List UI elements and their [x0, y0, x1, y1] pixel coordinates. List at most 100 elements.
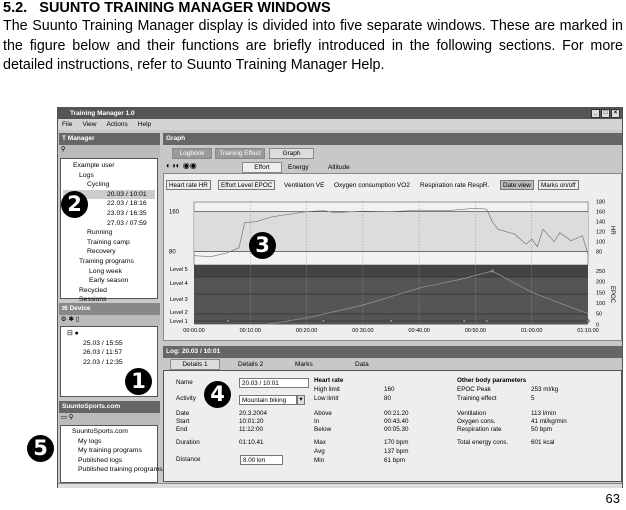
series-ve-button[interactable]: Ventilation VE: [284, 182, 325, 189]
name-input[interactable]: 20.03 / 10:01: [239, 378, 309, 388]
time-tick-label: 00:50.00: [465, 328, 486, 334]
callout-4: 4: [204, 381, 231, 408]
tree-early-season[interactable]: Early season: [89, 277, 129, 285]
menu-view[interactable]: View: [82, 121, 97, 128]
close-button[interactable]: ×: [611, 109, 620, 118]
marks-toggle-button[interactable]: Marks on/off: [538, 180, 579, 190]
min-label: Min: [314, 457, 325, 464]
subtab-altitude[interactable]: Altitude: [328, 164, 350, 171]
log-header: Log: 20.03 / 10:01: [163, 346, 622, 358]
series-respr-button[interactable]: Respiration rate RespR.: [420, 182, 490, 189]
maximize-button[interactable]: □: [601, 109, 610, 118]
tree-logs[interactable]: Logs: [79, 171, 94, 179]
tree-training-programs[interactable]: Training programs: [79, 257, 134, 265]
tree-recycled[interactable]: Recycled: [79, 286, 107, 294]
tree-device-log[interactable]: 25.03 / 15:55: [83, 339, 123, 347]
minimize-button[interactable]: _: [591, 109, 600, 118]
above-label: Above: [314, 410, 332, 417]
tree-device-log[interactable]: 26.03 / 11:57: [83, 349, 123, 357]
tree-device-log[interactable]: 22.03 / 12:35: [83, 358, 123, 366]
oxygen-label: Oxygen cons.: [457, 418, 496, 425]
time-tick-label: 00:00.00: [183, 328, 204, 334]
oxygen-value: 41 ml/kg/min: [531, 418, 567, 425]
menu-file[interactable]: File: [62, 121, 73, 128]
tree-my-training-programs[interactable]: My training programs: [78, 447, 142, 455]
mark-point: [484, 319, 489, 323]
suuntosports-toolbar-icons[interactable]: ▭ ⚲: [59, 413, 160, 425]
epoc-peak-label: EPOC Peak: [457, 386, 491, 393]
training-effect-value: 5: [531, 395, 535, 402]
tree-cycling[interactable]: Cycling: [87, 181, 110, 189]
menu-bar: File View Actions Help: [58, 119, 622, 130]
tab-training-effect[interactable]: Training Effect: [215, 148, 265, 159]
duration-label: Duration: [176, 439, 200, 446]
menu-actions[interactable]: Actions: [106, 121, 128, 128]
ventilation-value: 113 l/min: [531, 410, 557, 417]
end-label: End: [176, 426, 188, 433]
tree-log-item[interactable]: 27.03 / 07:59: [107, 219, 147, 227]
binoculars-icon[interactable]: ⚲: [59, 145, 160, 158]
mark-point: [586, 319, 590, 323]
level-label: Level 2: [170, 310, 188, 316]
time-tick-label: 01:00.00: [521, 328, 542, 334]
tree-suuntosports[interactable]: SuuntoSports.com: [72, 428, 128, 435]
subtab-effort[interactable]: Effort: [242, 162, 282, 173]
distance-input[interactable]: 8.00 km: [240, 455, 283, 465]
time-tick-label: 01:10.00: [577, 328, 598, 334]
tab-details-1[interactable]: Details 1: [170, 359, 220, 370]
tree-running[interactable]: Running: [87, 229, 113, 237]
tree-log-item[interactable]: 20.03 / 10:01: [63, 189, 155, 200]
date-value: 20.3.2004: [239, 410, 268, 417]
intro-paragraph: The Suunto Training Manager display is d…: [3, 18, 623, 73]
mark-point: [389, 319, 393, 323]
energy-label: Total energy cons.: [457, 439, 509, 446]
epoc-tick-label: 100: [596, 301, 605, 307]
tab-data[interactable]: Data: [355, 361, 369, 368]
hr-tick-label: 100: [596, 240, 605, 246]
epoc-tick-label: 150: [596, 290, 605, 296]
date-view-button[interactable]: Date view: [500, 180, 534, 190]
tab-graph[interactable]: Graph: [269, 148, 314, 159]
epoc-line: [194, 270, 589, 325]
menu-help[interactable]: Help: [137, 121, 152, 128]
activity-select[interactable]: Mountain biking: [239, 395, 297, 405]
tree-training-camp[interactable]: Training camp: [87, 238, 130, 246]
below-label: Below: [314, 426, 332, 433]
series-hr-button[interactable]: Heart rate HR: [166, 180, 211, 190]
training-effect-label: Training effect: [457, 395, 497, 402]
epoc-axis-label: EPOC: [609, 286, 615, 304]
series-vo2-button[interactable]: Oxygen consumption VO2: [334, 182, 410, 189]
title-bar: Training Manager 1.0 _ □ ×: [58, 108, 622, 119]
level-label: Level 5: [170, 267, 188, 273]
tree-recovery[interactable]: Recovery: [87, 248, 116, 256]
activity-label: Activity: [176, 395, 196, 402]
tab-marks[interactable]: Marks: [295, 361, 313, 368]
low-limit-label: Low limit: [314, 395, 339, 402]
tree-my-logs[interactable]: My logs: [78, 437, 102, 445]
series-epoc-button[interactable]: Effort Level EPOC: [218, 180, 276, 190]
hr-line: [193, 207, 589, 258]
tree-published-logs[interactable]: Published logs: [78, 456, 123, 464]
tab-logbook[interactable]: Logbook: [172, 148, 212, 159]
page-number: 63: [605, 491, 620, 506]
level-label: Level 3: [170, 297, 188, 303]
suuntosports-tree: SuuntoSports.com My logs My training pro…: [60, 425, 163, 483]
tree-published-programs[interactable]: Published training programs: [78, 466, 163, 474]
tree-log-item[interactable]: 22.03 / 18:16: [107, 200, 147, 208]
tree-log-item[interactable]: 23.03 / 16:35: [107, 209, 147, 217]
low-limit-value: 80: [384, 395, 392, 402]
chevron-down-icon[interactable]: ▾: [297, 395, 305, 405]
tree-user[interactable]: Example user: [73, 162, 115, 169]
subtab-energy[interactable]: Energy: [288, 164, 309, 171]
tree-long-week[interactable]: Long week: [89, 267, 122, 275]
below-value: 00:05.30: [384, 426, 409, 433]
log-details-panel: Name 20.03 / 10:01 Activity Mountain bik…: [163, 370, 622, 482]
mark-point: [226, 319, 230, 323]
callout-2: 2: [61, 191, 88, 218]
training-manager-screenshot: Training Manager 1.0 _ □ × File View Actio…: [57, 107, 623, 488]
playback-controls-icons[interactable]: ◐◑◐ ◉◉: [166, 161, 197, 170]
epoc-peak-point: [490, 269, 494, 273]
device-toolbar-icons[interactable]: ⚙ ✱ ▯: [59, 315, 160, 326]
tree-sessions[interactable]: Sessions: [79, 296, 107, 304]
tab-details-2[interactable]: Details 2: [238, 361, 264, 368]
